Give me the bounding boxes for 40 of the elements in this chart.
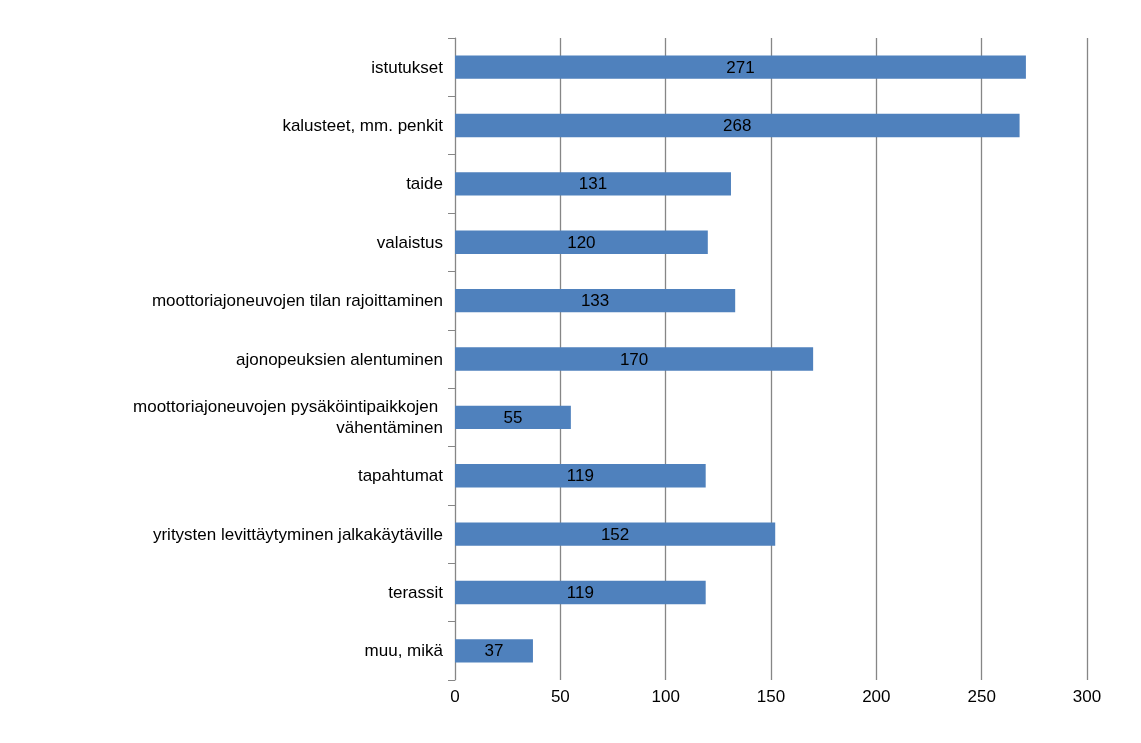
x-tick-label: 0 <box>450 687 460 706</box>
bar <box>455 522 776 546</box>
y-tick-label: muu, mikä <box>364 641 444 661</box>
data-label: 152 <box>600 524 630 544</box>
data-label: 119 <box>566 466 594 486</box>
y-tick-label: ajonopeuksien alentuminen <box>236 349 443 369</box>
bar <box>455 347 814 371</box>
y-tick-label: valaistus <box>376 232 443 252</box>
y-tick-label: taide <box>406 174 443 194</box>
y-tick-label: kalusteet, mm. penkit <box>282 116 444 136</box>
x-tick-label: 50 <box>550 687 570 706</box>
bar <box>455 113 1020 138</box>
y-tick-label: istutukset <box>371 57 444 77</box>
y-tick-label: terassit <box>388 582 444 602</box>
bar <box>455 55 1026 79</box>
x-tick-label: 150 <box>756 687 786 706</box>
bar <box>455 230 708 254</box>
data-label: 133 <box>580 291 610 311</box>
bar <box>455 172 731 196</box>
data-label: 55 <box>503 407 523 427</box>
data-label: 131 <box>578 174 608 194</box>
data-label: 170 <box>619 349 649 369</box>
data-label: 120 <box>567 232 596 252</box>
bar <box>455 639 533 663</box>
bar <box>455 464 706 488</box>
x-tick-label: 200 <box>862 687 891 706</box>
y-tick-label: tapahtumat <box>357 466 444 486</box>
data-label: 268 <box>723 116 752 136</box>
x-tick-label: 100 <box>651 687 680 706</box>
y-tick-label: moottoriajoneuvojen pysäköintipaikkojen vähentäminen <box>133 397 443 438</box>
x-tick-label: 250 <box>967 687 996 706</box>
data-label: 119 <box>566 582 594 602</box>
x-tick-label: 300 <box>1072 687 1102 706</box>
bar <box>455 288 736 313</box>
y-tick-label: yritysten levittäytyminen jalkakäytäville <box>152 524 443 544</box>
y-tick-label: moottoriajoneuvojen tilan rajoittaminen <box>151 291 443 311</box>
data-label: 37 <box>484 641 504 661</box>
data-label: 271 <box>726 57 755 77</box>
bar <box>455 405 571 430</box>
bar <box>455 580 706 605</box>
